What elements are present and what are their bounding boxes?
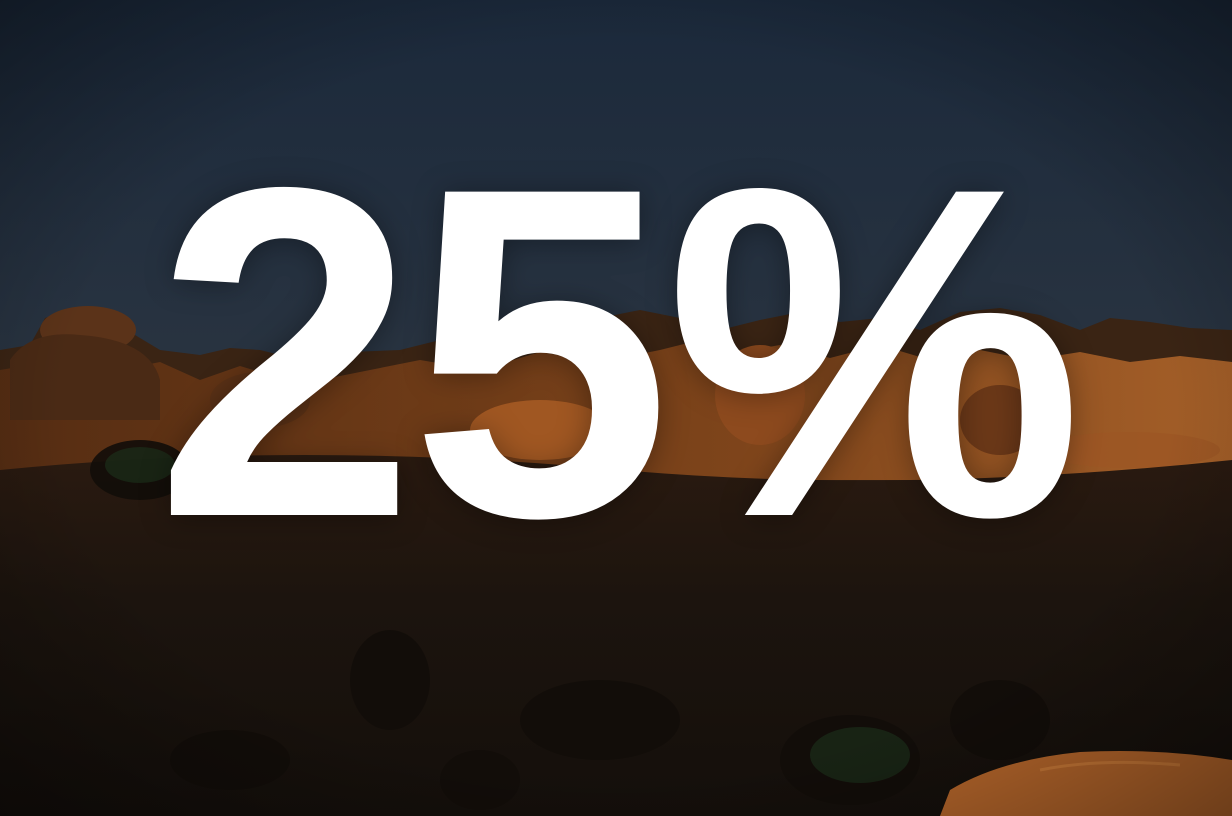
headline-percentage: 25% <box>154 90 1084 615</box>
